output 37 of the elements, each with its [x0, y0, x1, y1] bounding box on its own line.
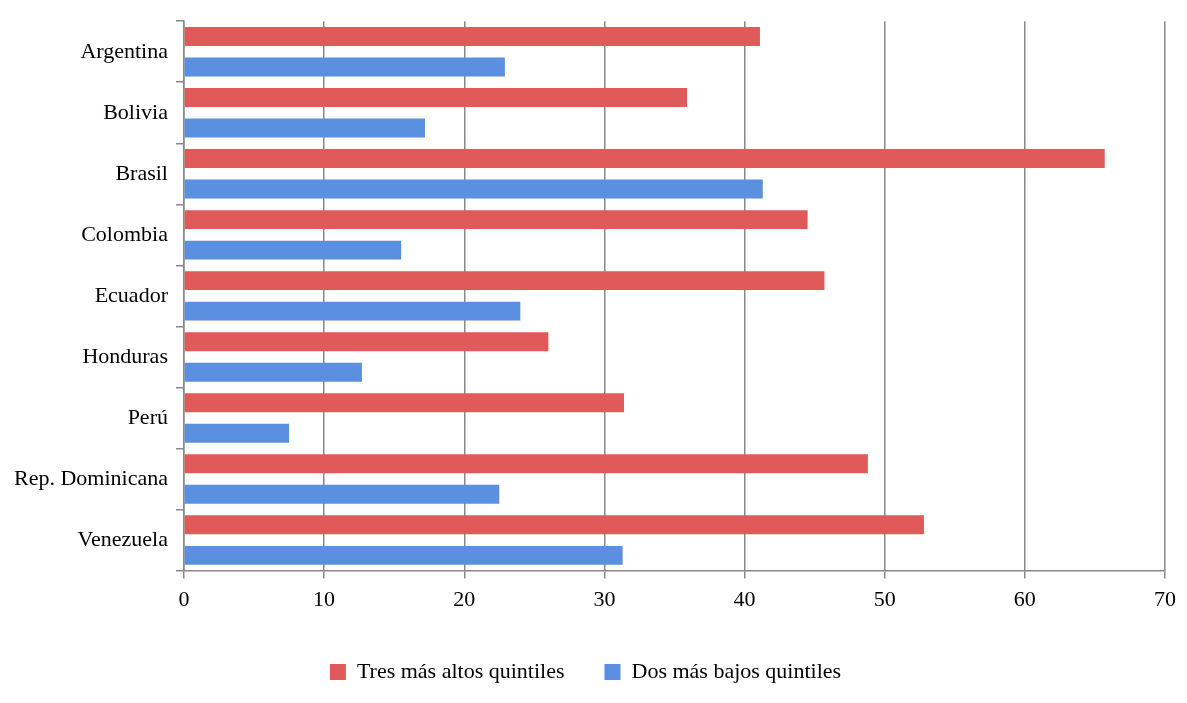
bar — [184, 179, 763, 199]
bar — [184, 362, 362, 382]
bar — [184, 57, 505, 77]
y-tick-label: Bolivia — [103, 98, 169, 124]
y-tick-label: Brasil — [115, 159, 168, 185]
bar — [184, 301, 521, 321]
y-tick-label: Colombia — [81, 220, 169, 246]
x-tick-label: 40 — [733, 585, 756, 611]
bar — [184, 332, 549, 352]
x-tick-label: 70 — [1154, 585, 1176, 611]
x-tick-label: 20 — [453, 585, 476, 611]
y-tick-label: Honduras — [82, 342, 168, 368]
y-tick-label: Argentina — [80, 37, 169, 63]
x-tick-label: 30 — [593, 585, 616, 611]
legend-label: Tres más altos quintiles — [356, 657, 565, 683]
bar — [184, 393, 625, 413]
bar — [184, 88, 688, 107]
bar — [184, 454, 868, 474]
y-tick-label: Venezuela — [77, 525, 169, 551]
bar — [184, 149, 1105, 169]
bar — [184, 271, 825, 291]
y-tick-label: Ecuador — [94, 281, 169, 307]
y-tick-label: Rep. Dominicana — [13, 464, 169, 490]
x-tick-label: 60 — [1013, 585, 1036, 611]
bar — [184, 27, 760, 46]
legend-label: Dos más bajos quintiles — [631, 657, 842, 683]
x-tick-label: 10 — [313, 585, 336, 611]
bar — [184, 423, 290, 443]
x-tick-label: 50 — [873, 585, 896, 611]
x-tick-label: 0 — [178, 585, 190, 611]
bar — [184, 515, 924, 535]
bar — [184, 545, 623, 565]
bar — [184, 210, 808, 230]
y-tick-label: Perú — [127, 403, 168, 429]
bar — [184, 484, 500, 504]
bar — [184, 240, 402, 260]
bar — [184, 118, 426, 138]
